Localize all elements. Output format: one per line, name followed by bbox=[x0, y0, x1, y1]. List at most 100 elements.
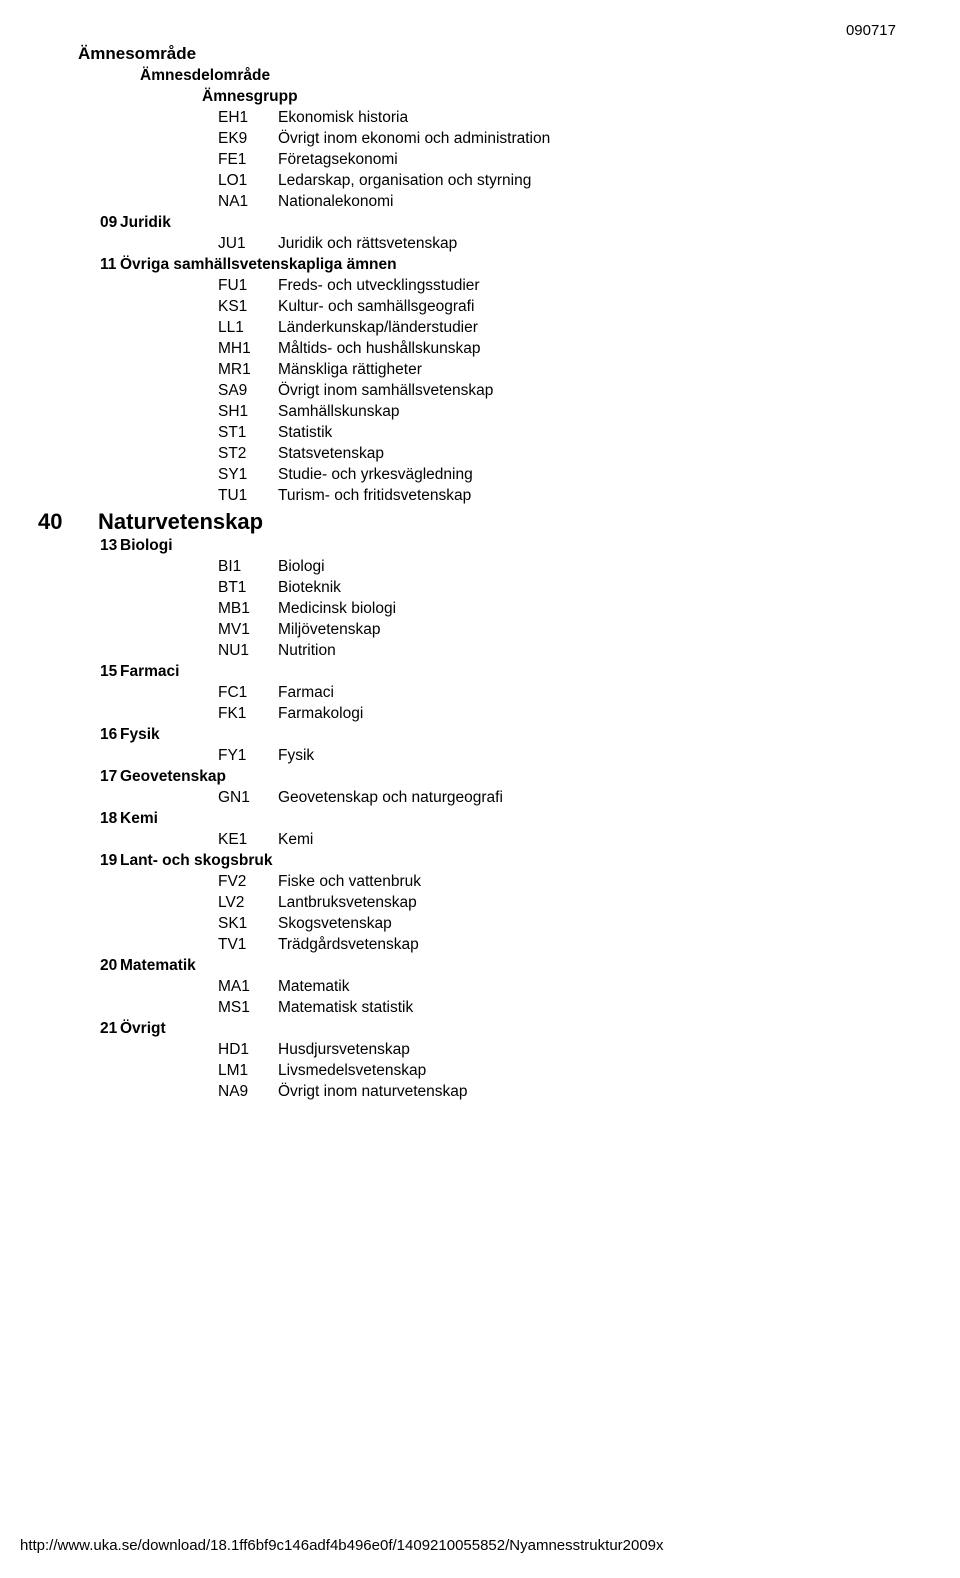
subject-label: Matematik bbox=[278, 978, 350, 996]
heading-level-1: Ämnesområde bbox=[78, 44, 960, 64]
sub-area-row: 09Juridik bbox=[78, 214, 960, 232]
subject-code: FC1 bbox=[218, 684, 278, 702]
subject-group-row: FV2Fiske och vattenbruk bbox=[78, 873, 960, 891]
subject-label: Ekonomisk historia bbox=[278, 109, 408, 127]
subject-group-row: FY1Fysik bbox=[78, 747, 960, 765]
subject-label: Måltids- och hushållskunskap bbox=[278, 340, 480, 358]
subject-label: Juridik och rättsvetenskap bbox=[278, 235, 457, 253]
footer-url: http://www.uka.se/download/18.1ff6bf9c14… bbox=[20, 1537, 664, 1554]
heading-level-2: Ämnesdelområde bbox=[78, 67, 960, 85]
subject-group-row: ST2Statsvetenskap bbox=[78, 445, 960, 463]
subject-label: Farmakologi bbox=[278, 705, 363, 723]
subject-group-row: KE1Kemi bbox=[78, 831, 960, 849]
sub-area-label: Farmaci bbox=[120, 663, 179, 681]
sub-area-number: 16 bbox=[78, 726, 120, 744]
subject-group-row: MS1Matematisk statistik bbox=[78, 999, 960, 1017]
subject-code: MR1 bbox=[218, 361, 278, 379]
subject-code: BI1 bbox=[218, 558, 278, 576]
sub-area-label: Biologi bbox=[120, 537, 173, 555]
subject-label: Kemi bbox=[278, 831, 313, 849]
subject-code: MS1 bbox=[218, 999, 278, 1017]
subject-code: FU1 bbox=[218, 277, 278, 295]
subject-label: Nutrition bbox=[278, 642, 336, 660]
sub-area-row: 16Fysik bbox=[78, 726, 960, 744]
subject-code: KS1 bbox=[218, 298, 278, 316]
subject-group-row: TV1Trädgårdsvetenskap bbox=[78, 936, 960, 954]
subject-code: LM1 bbox=[218, 1062, 278, 1080]
sub-area-label: Lant- och skogsbruk bbox=[120, 852, 272, 870]
sub-area-row: 17Geovetenskap bbox=[78, 768, 960, 786]
subject-group-row: LV2Lantbruksvetenskap bbox=[78, 894, 960, 912]
subject-label: Miljövetenskap bbox=[278, 621, 381, 639]
subject-label: Bioteknik bbox=[278, 579, 341, 597]
subject-code: MV1 bbox=[218, 621, 278, 639]
subject-code: GN1 bbox=[218, 789, 278, 807]
subject-code: LO1 bbox=[218, 172, 278, 190]
sub-area-label: Kemi bbox=[120, 810, 158, 828]
subject-group-row: ST1Statistik bbox=[78, 424, 960, 442]
subject-code: TV1 bbox=[218, 936, 278, 954]
subject-code: JU1 bbox=[218, 235, 278, 253]
classification-list: EH1Ekonomisk historiaEK9Övrigt inom ekon… bbox=[78, 109, 960, 1101]
main-area-row: 40Naturvetenskap bbox=[38, 509, 960, 535]
subject-group-row: GN1Geovetenskap och naturgeografi bbox=[78, 789, 960, 807]
subject-group-row: MB1Medicinsk biologi bbox=[78, 600, 960, 618]
subject-group-row: SH1Samhällskunskap bbox=[78, 403, 960, 421]
sub-area-label: Fysik bbox=[120, 726, 160, 744]
subject-label: Turism- och fritidsvetenskap bbox=[278, 487, 471, 505]
subject-group-row: NU1Nutrition bbox=[78, 642, 960, 660]
subject-code: FV2 bbox=[218, 873, 278, 891]
sub-area-number: 20 bbox=[78, 957, 120, 975]
sub-area-label: Övriga samhällsvetenskapliga ämnen bbox=[120, 256, 397, 274]
subject-label: Fiske och vattenbruk bbox=[278, 873, 421, 891]
subject-code: EH1 bbox=[218, 109, 278, 127]
subject-label: Kultur- och samhällsgeografi bbox=[278, 298, 474, 316]
subject-group-row: JU1Juridik och rättsvetenskap bbox=[78, 235, 960, 253]
subject-label: Övrigt inom ekonomi och administration bbox=[278, 130, 550, 148]
sub-area-row: 18Kemi bbox=[78, 810, 960, 828]
subject-group-row: MV1Miljövetenskap bbox=[78, 621, 960, 639]
subject-group-row: BI1Biologi bbox=[78, 558, 960, 576]
subject-group-row: NA1Nationalekonomi bbox=[78, 193, 960, 211]
subject-label: Fysik bbox=[278, 747, 314, 765]
subject-code: ST1 bbox=[218, 424, 278, 442]
sub-area-row: 15Farmaci bbox=[78, 663, 960, 681]
sub-area-row: 11Övriga samhällsvetenskapliga ämnen bbox=[78, 256, 960, 274]
subject-label: Samhällskunskap bbox=[278, 403, 399, 421]
subject-label: Statsvetenskap bbox=[278, 445, 384, 463]
sub-area-number: 09 bbox=[78, 214, 120, 232]
subject-code: SK1 bbox=[218, 915, 278, 933]
subject-label: Företagsekonomi bbox=[278, 151, 398, 169]
subject-group-row: FK1Farmakologi bbox=[78, 705, 960, 723]
sub-area-number: 15 bbox=[78, 663, 120, 681]
main-area-number: 40 bbox=[38, 509, 98, 535]
sub-area-number: 13 bbox=[78, 537, 120, 555]
sub-area-number: 17 bbox=[78, 768, 120, 786]
sub-area-row: 19Lant- och skogsbruk bbox=[78, 852, 960, 870]
subject-label: Trädgårdsvetenskap bbox=[278, 936, 419, 954]
subject-label: Övrigt inom samhällsvetenskap bbox=[278, 382, 493, 400]
subject-label: Farmaci bbox=[278, 684, 334, 702]
subject-group-row: MH1Måltids- och hushållskunskap bbox=[78, 340, 960, 358]
sub-area-number: 11 bbox=[78, 256, 120, 274]
subject-code: ST2 bbox=[218, 445, 278, 463]
subject-code: TU1 bbox=[218, 487, 278, 505]
subject-group-row: BT1Bioteknik bbox=[78, 579, 960, 597]
subject-group-row: FE1Företagsekonomi bbox=[78, 151, 960, 169]
subject-group-row: SA9Övrigt inom samhällsvetenskap bbox=[78, 382, 960, 400]
sub-area-label: Matematik bbox=[120, 957, 196, 975]
subject-code: BT1 bbox=[218, 579, 278, 597]
subject-group-row: MA1Matematik bbox=[78, 978, 960, 996]
subject-group-row: EH1Ekonomisk historia bbox=[78, 109, 960, 127]
subject-label: Övrigt inom naturvetenskap bbox=[278, 1083, 468, 1101]
subject-group-row: HD1Husdjursvetenskap bbox=[78, 1041, 960, 1059]
subject-group-row: FU1Freds- och utvecklingsstudier bbox=[78, 277, 960, 295]
subject-code: SH1 bbox=[218, 403, 278, 421]
subject-label: Studie- och yrkesvägledning bbox=[278, 466, 473, 484]
subject-group-row: MR1Mänskliga rättigheter bbox=[78, 361, 960, 379]
subject-label: Nationalekonomi bbox=[278, 193, 393, 211]
subject-group-row: LL1Länderkunskap/länderstudier bbox=[78, 319, 960, 337]
sub-area-row: 20Matematik bbox=[78, 957, 960, 975]
subject-label: Statistik bbox=[278, 424, 332, 442]
subject-label: Freds- och utvecklingsstudier bbox=[278, 277, 480, 295]
